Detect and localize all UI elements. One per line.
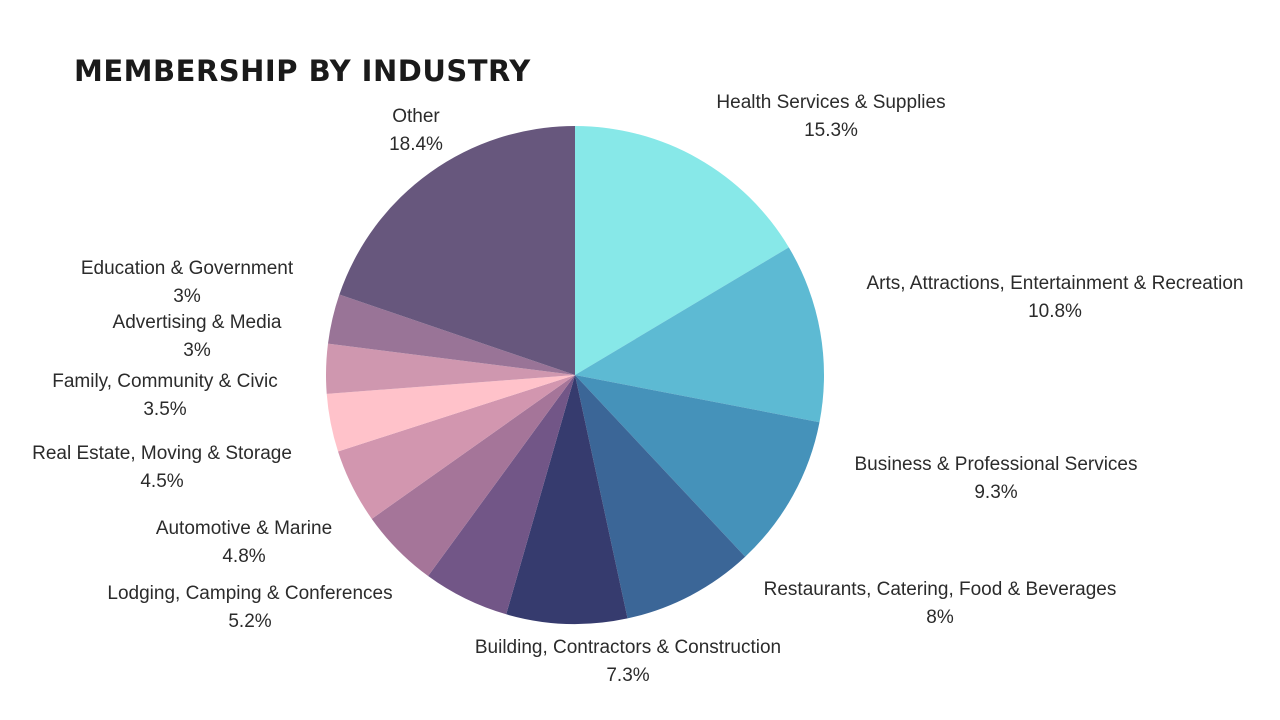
slice-label-value: 3.5% (143, 399, 186, 420)
slice-label-name: Automotive & Marine (156, 518, 332, 539)
chart-title: MEMBERSHIP BY INDUSTRY (74, 54, 531, 88)
pie-slice-3 (575, 375, 820, 557)
slice-label-value: 8% (926, 607, 954, 628)
pie-slice-2 (575, 247, 825, 423)
slice-label-name: Other (392, 106, 440, 127)
slice-label-value: 7.3% (606, 665, 649, 686)
slice-label-value: 9.3% (974, 482, 1017, 503)
pie-slice-9 (326, 375, 575, 452)
slice-label-value: 4.5% (140, 471, 183, 492)
slice-label-name: Health Services & Supplies (716, 92, 945, 113)
pie-slice-6 (428, 375, 575, 615)
slice-label-value: 3% (173, 286, 201, 307)
slice-label-value: 5.2% (228, 611, 271, 632)
slice-label-name: Family, Community & Civic (52, 371, 278, 392)
pie-slice-11 (327, 294, 575, 375)
pie-slice-7 (371, 375, 575, 577)
pie-slice-5 (506, 375, 628, 624)
pie-slice-1 (575, 126, 789, 375)
slice-label-name: Advertising & Media (113, 312, 282, 333)
pie-slice-4 (575, 375, 746, 619)
slice-label-value: 3% (183, 340, 211, 361)
slice-label-value: 4.8% (222, 546, 265, 567)
pie-slice-12 (339, 126, 575, 375)
pie-slice-8 (338, 375, 575, 519)
slice-label-value: 10.8% (1028, 301, 1082, 322)
slice-label-value: 15.3% (804, 120, 858, 141)
slice-label-name: Business & Professional Services (854, 454, 1137, 475)
pie-slices (326, 126, 825, 624)
slice-label-name: Building, Contractors & Construction (475, 637, 781, 658)
slice-label-value: 18.4% (389, 134, 443, 155)
slice-label-name: Education & Government (81, 258, 294, 279)
slice-label-name: Arts, Attractions, Entertainment & Recre… (866, 273, 1243, 294)
slice-label-name: Restaurants, Catering, Food & Beverages (764, 579, 1117, 600)
slice-label-name: Lodging, Camping & Conferences (107, 583, 392, 604)
slice-label-name: Real Estate, Moving & Storage (32, 443, 292, 464)
pie-slice-10 (326, 343, 575, 394)
pie-labels: Health Services & Supplies 15.3% Arts, Att… (32, 92, 1243, 686)
